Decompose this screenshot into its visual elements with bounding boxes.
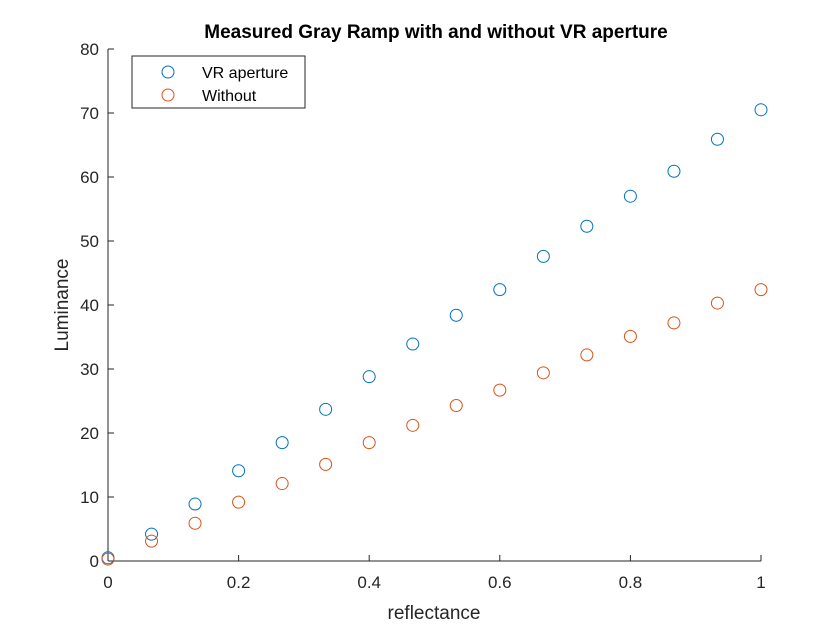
series-without <box>101 283 768 566</box>
x-tick-label: 0.6 <box>488 573 512 592</box>
y-tick-label: 40 <box>80 296 99 315</box>
data-point <box>710 296 724 310</box>
y-tick-label: 10 <box>80 488 99 507</box>
x-axis-label: reflectance <box>388 603 481 624</box>
data-point <box>754 103 768 117</box>
chart-title: Measured Gray Ramp with and without VR a… <box>204 22 667 43</box>
data-point <box>362 436 376 450</box>
y-tick-label: 30 <box>80 360 99 379</box>
x-ticks: 0 0.2 0.4 0.6 0.8 1 <box>103 555 766 592</box>
data-point <box>319 457 333 471</box>
series-vr-aperture <box>101 103 768 565</box>
x-tick-label: 0.8 <box>619 573 643 592</box>
x-tick-label: 0.4 <box>357 573 381 592</box>
data-point <box>188 497 202 511</box>
x-tick-label: 0 <box>103 573 112 592</box>
data-point <box>667 164 681 178</box>
legend-label: VR aperture <box>202 65 288 82</box>
y-axis-label: Luminance <box>52 259 73 352</box>
y-tick-label: 80 <box>80 40 99 59</box>
y-tick-label: 70 <box>80 104 99 123</box>
data-point <box>493 283 507 297</box>
legend-label: Without <box>202 88 257 105</box>
data-point <box>536 249 550 263</box>
data-point <box>580 219 594 233</box>
data-point <box>623 329 637 343</box>
legend-marker <box>161 88 175 102</box>
data-point <box>275 477 289 491</box>
y-tick-label: 60 <box>80 168 99 187</box>
data-point <box>145 527 159 541</box>
data-point <box>667 316 681 330</box>
legend: VR aperture Without <box>131 55 306 109</box>
data-point <box>101 552 115 566</box>
axes: 0 0.2 0.4 0.6 0.8 1 0 10 20 30 40 50 60 70 80 <box>80 40 766 592</box>
legend-box <box>131 55 306 109</box>
data-point <box>275 436 289 450</box>
y-ticks: 0 10 20 30 40 50 60 70 80 <box>80 40 114 571</box>
plot-points <box>101 103 768 566</box>
x-tick-label: 1 <box>756 573 765 592</box>
data-point <box>754 283 768 297</box>
data-point <box>449 308 463 322</box>
data-point <box>580 348 594 362</box>
y-tick-label: 0 <box>90 552 99 571</box>
data-point <box>710 132 724 146</box>
y-tick-label: 50 <box>80 232 99 251</box>
data-point <box>406 418 420 432</box>
data-point <box>623 189 637 203</box>
x-tick-label: 0.2 <box>227 573 251 592</box>
data-point <box>145 534 159 548</box>
data-point <box>319 402 333 416</box>
data-point <box>188 516 202 530</box>
legend-marker <box>161 65 175 79</box>
data-point <box>232 495 246 509</box>
y-tick-label: 20 <box>80 424 99 443</box>
data-point <box>493 383 507 397</box>
data-point <box>362 370 376 384</box>
data-point <box>232 464 246 478</box>
data-point <box>536 366 550 380</box>
data-point <box>449 398 463 412</box>
data-point <box>406 337 420 351</box>
